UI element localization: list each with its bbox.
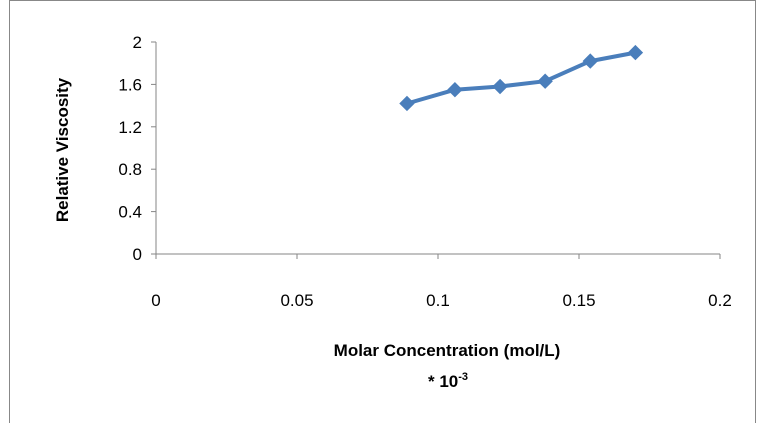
x-axis-title: Molar Concentration (mol/L) bbox=[334, 341, 561, 360]
y-tick-label: 0.4 bbox=[118, 203, 142, 222]
x-axis-multiplier: * 10-3 bbox=[428, 371, 468, 391]
x-tick-label: 0.1 bbox=[426, 291, 450, 310]
data-point-marker bbox=[447, 81, 463, 98]
x-axis-multiplier-exponent: -3 bbox=[458, 371, 468, 383]
y-tick-label: 0.8 bbox=[118, 160, 142, 179]
y-axis-ticks: 0 0.4 0.8 1.2 1.6 2 bbox=[118, 33, 156, 264]
chart-area bbox=[9, 0, 756, 423]
series-line bbox=[406, 50, 636, 106]
axes bbox=[155, 42, 720, 255]
y-tick-label: 1.6 bbox=[118, 75, 142, 94]
data-point-marker bbox=[399, 95, 415, 112]
y-tick-label: 2 bbox=[133, 33, 142, 52]
x-tick-label: 0.15 bbox=[562, 291, 595, 310]
y-axis-title: Relative Viscosity bbox=[53, 77, 72, 222]
data-point-marker bbox=[582, 53, 598, 69]
x-axis-ticks: 0 0.05 0.1 0.15 0.2 bbox=[151, 254, 732, 310]
y-tick-label: 1.2 bbox=[118, 118, 142, 137]
x-axis-multiplier-base: * 10 bbox=[428, 372, 458, 391]
x-tick-label: 0.05 bbox=[280, 291, 313, 310]
data-point-marker bbox=[537, 73, 553, 89]
x-tick-label: 0.2 bbox=[708, 291, 732, 310]
data-point-marker bbox=[492, 78, 508, 95]
y-tick-label: 0 bbox=[133, 245, 142, 264]
x-tick-label: 0 bbox=[151, 291, 160, 310]
series-layer bbox=[399, 44, 644, 112]
data-point-marker bbox=[627, 44, 644, 61]
